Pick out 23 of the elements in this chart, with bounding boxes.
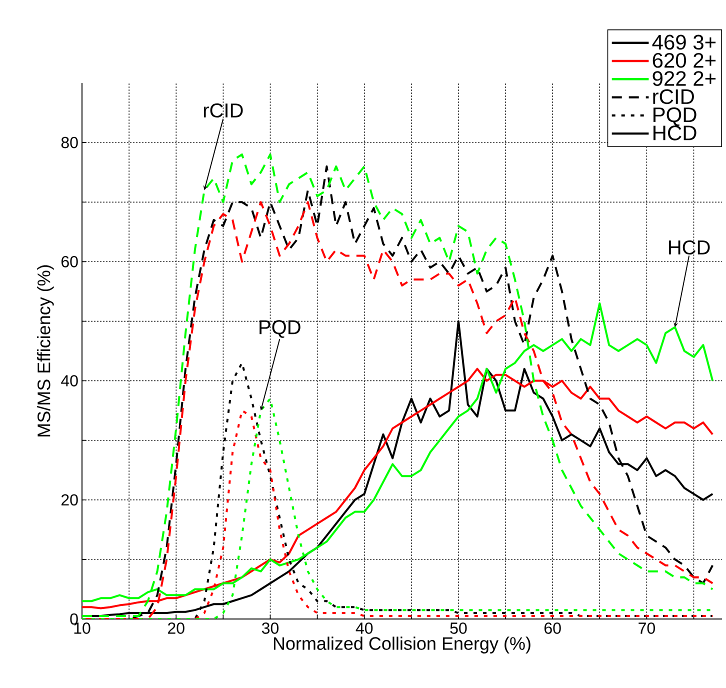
y-tick-label: 0 [70,613,78,625]
x-tick-label: 50 [450,622,467,634]
legend-label: 620 2+ [652,52,716,68]
x-tick-label: 40 [356,622,373,634]
y-tick-label: 20 [61,494,78,506]
y-tick-label: 60 [61,256,78,268]
annotation: rCID [204,103,243,118]
legend-label: PQD [654,107,696,126]
annotation: PQD [260,320,300,338]
y-tick-label: 40 [61,375,78,386]
y-tick-label: 80 [61,136,78,148]
x-tick-label: 70 [638,622,655,634]
legend-label: rCID [653,89,694,104]
x-axis-title: Normalized Collision Energy (%) [274,636,530,654]
legend-label: 469 3+ [652,34,716,50]
annotation: HCD [669,240,710,255]
x-tick-label: 10 [74,622,90,634]
legend-label: 922 2+ [652,71,716,86]
y-axis-title: MS/MS Efficiency (%) [37,265,54,436]
x-tick-label: 60 [544,622,561,634]
annotation: HCD [654,126,696,140]
x-tick-label: 30 [262,622,279,634]
x-tick-label: 20 [168,622,184,634]
